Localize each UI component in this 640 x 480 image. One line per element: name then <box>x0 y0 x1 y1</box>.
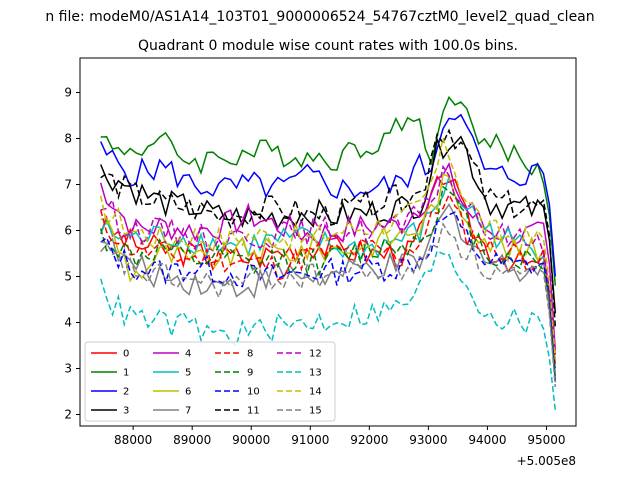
legend-label: 9 <box>247 368 253 379</box>
y-tick-label: 5 <box>64 270 72 284</box>
series-line-4 <box>99 161 557 351</box>
y-tick-label: 3 <box>64 362 72 376</box>
legend-label: 13 <box>309 368 322 379</box>
x-tick-label: 90000 <box>232 433 270 447</box>
legend-label: 7 <box>185 406 191 417</box>
legend-label: 3 <box>123 406 129 417</box>
legend-label: 12 <box>309 349 322 360</box>
series-line-15 <box>100 222 557 387</box>
x-tick-label: 89000 <box>173 433 211 447</box>
series-line-9 <box>99 185 557 378</box>
series-line-1 <box>100 95 557 286</box>
x-offset-label: +5.005e8 <box>517 454 576 468</box>
y-axis-ticks: 2 3 4 5 6 7 8 9 <box>64 86 80 422</box>
series-line-2 <box>100 113 557 277</box>
legend-box <box>84 341 336 422</box>
y-tick-label: 6 <box>64 224 72 238</box>
y-tick-label: 2 <box>64 408 72 422</box>
y-tick-label: 8 <box>64 132 72 146</box>
y-tick-label: 7 <box>64 178 72 192</box>
chart-title: Quadrant 0 module wise count rates with … <box>138 38 518 54</box>
x-tick-label: 95000 <box>527 433 565 447</box>
series-line-10 <box>100 211 557 383</box>
legend-label: 15 <box>309 406 322 417</box>
series-line-6 <box>100 173 557 364</box>
legend-label: 8 <box>247 349 253 360</box>
y-tick-label: 4 <box>64 316 72 330</box>
series-line-11 <box>100 128 557 328</box>
figure-suptitle: n file: modeM0/AS1A14_103T01_9000006524_… <box>45 9 594 25</box>
x-tick-label: 93000 <box>409 433 447 447</box>
legend-label: 14 <box>309 387 322 398</box>
series-lines <box>99 95 557 410</box>
legend-label: 1 <box>123 368 129 379</box>
legend-label: 4 <box>185 349 191 360</box>
x-tick-label: 88000 <box>114 433 152 447</box>
legend-label: 5 <box>185 368 191 379</box>
x-tick-label: 92000 <box>350 433 388 447</box>
y-tick-label: 9 <box>64 86 72 100</box>
series-line-13 <box>99 249 557 410</box>
x-tick-label: 91000 <box>291 433 329 447</box>
plot-frame <box>79 57 577 427</box>
legend-label: 11 <box>247 406 260 417</box>
legend-label: 6 <box>185 387 191 398</box>
x-axis-ticks: 88000 89000 90000 91000 92000 93000 94000 95000 <box>114 426 566 447</box>
legend-label: 2 <box>123 387 129 398</box>
legend-label: 0 <box>123 349 129 360</box>
legend-label: 10 <box>247 387 260 398</box>
series-line-14 <box>99 137 557 360</box>
x-tick-label: 94000 <box>468 433 506 447</box>
